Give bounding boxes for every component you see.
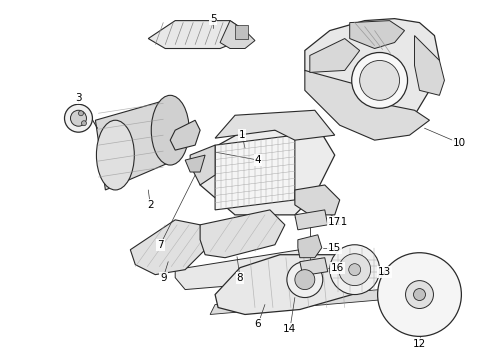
- Circle shape: [378, 253, 462, 336]
- Polygon shape: [148, 21, 245, 49]
- Polygon shape: [200, 130, 335, 215]
- Ellipse shape: [97, 120, 134, 190]
- Text: 9: 9: [160, 273, 167, 283]
- Text: 15: 15: [328, 243, 342, 253]
- Polygon shape: [200, 210, 285, 258]
- Polygon shape: [185, 155, 205, 172]
- Circle shape: [330, 245, 380, 294]
- Text: 4: 4: [255, 155, 261, 165]
- Text: 1: 1: [239, 130, 245, 140]
- Circle shape: [406, 280, 434, 309]
- Text: 13: 13: [378, 267, 391, 276]
- Polygon shape: [350, 21, 405, 49]
- Circle shape: [295, 270, 315, 289]
- Polygon shape: [295, 185, 340, 215]
- Polygon shape: [220, 21, 255, 49]
- Text: 2: 2: [147, 200, 153, 210]
- Text: 11: 11: [335, 217, 348, 227]
- Polygon shape: [210, 289, 385, 315]
- Polygon shape: [215, 110, 335, 140]
- Polygon shape: [305, 71, 429, 140]
- Circle shape: [414, 289, 425, 301]
- Text: 14: 14: [283, 324, 296, 334]
- Polygon shape: [190, 145, 215, 185]
- Text: 7: 7: [157, 240, 164, 250]
- Polygon shape: [130, 220, 210, 275]
- Polygon shape: [96, 100, 175, 190]
- Circle shape: [360, 60, 399, 100]
- Text: 6: 6: [255, 319, 261, 329]
- Circle shape: [287, 262, 323, 298]
- Polygon shape: [215, 255, 380, 315]
- Text: 17: 17: [328, 217, 342, 227]
- Polygon shape: [415, 36, 444, 95]
- Polygon shape: [235, 24, 248, 39]
- Polygon shape: [310, 39, 360, 72]
- Polygon shape: [295, 210, 328, 230]
- Circle shape: [81, 121, 86, 126]
- Text: 8: 8: [237, 273, 244, 283]
- Circle shape: [349, 264, 361, 276]
- Circle shape: [71, 110, 86, 126]
- Circle shape: [65, 104, 93, 132]
- Polygon shape: [170, 120, 200, 150]
- Polygon shape: [300, 258, 328, 276]
- Text: 12: 12: [413, 339, 426, 349]
- Circle shape: [339, 254, 370, 285]
- Text: 3: 3: [75, 93, 82, 103]
- Circle shape: [78, 111, 83, 116]
- Polygon shape: [298, 235, 322, 258]
- Text: 16: 16: [331, 263, 344, 273]
- Polygon shape: [215, 135, 295, 210]
- Ellipse shape: [151, 95, 189, 165]
- Text: 10: 10: [453, 138, 466, 148]
- Polygon shape: [305, 19, 440, 125]
- Circle shape: [352, 53, 408, 108]
- Text: 5: 5: [210, 14, 217, 24]
- Polygon shape: [175, 250, 315, 289]
